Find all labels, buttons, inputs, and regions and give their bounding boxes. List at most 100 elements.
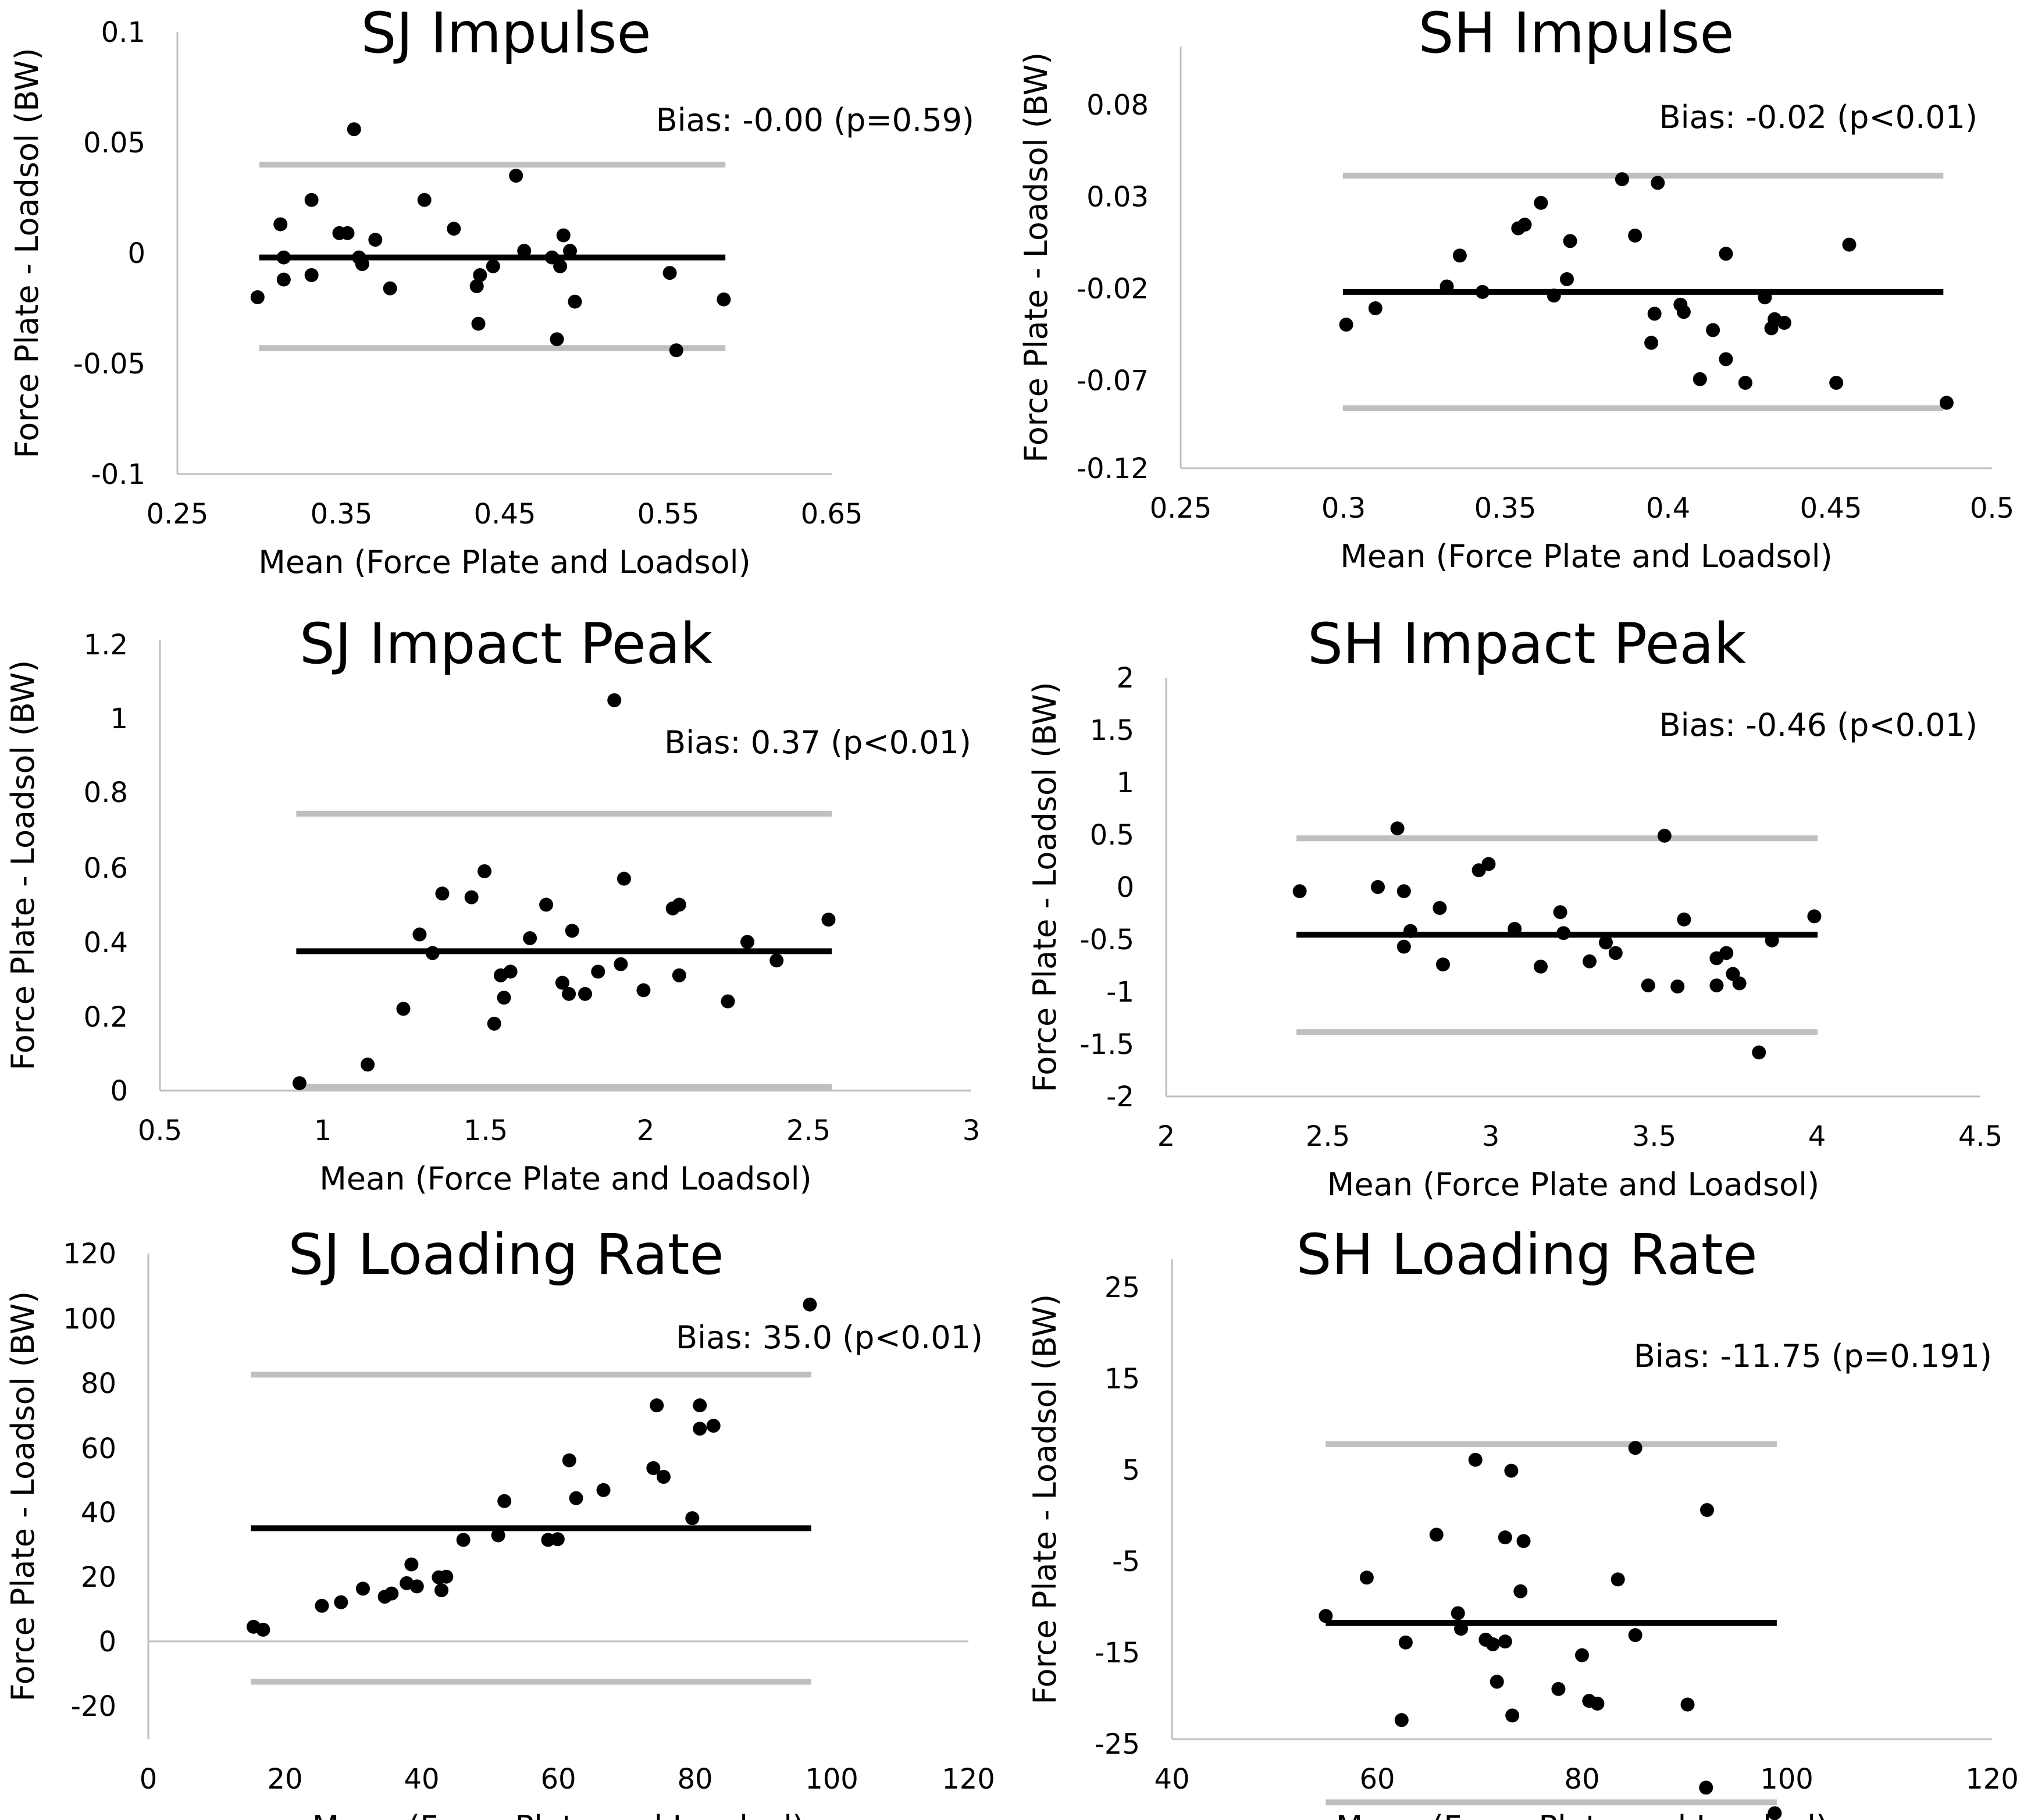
data-point bbox=[1563, 234, 1577, 248]
data-point bbox=[409, 1579, 424, 1594]
data-point bbox=[1590, 1696, 1605, 1711]
y-tick-label: 40 bbox=[81, 1497, 116, 1529]
y-axis-label: Force Plate - Loadsol (BW) bbox=[1027, 682, 1063, 1092]
data-point bbox=[315, 1598, 329, 1613]
data-point bbox=[1475, 284, 1490, 299]
x-tick-label: 0.55 bbox=[637, 498, 700, 530]
data-point bbox=[417, 193, 432, 207]
y-tick-label: 20 bbox=[81, 1561, 116, 1594]
data-point bbox=[471, 316, 486, 331]
data-point bbox=[1433, 901, 1447, 915]
data-point bbox=[355, 257, 369, 271]
x-tick-label: 4 bbox=[1808, 1120, 1826, 1153]
data-point bbox=[1628, 1441, 1642, 1455]
data-point bbox=[672, 897, 686, 912]
data-point bbox=[550, 332, 564, 347]
data-point bbox=[1651, 176, 1665, 190]
chart-panel-1: 0.1 0.05 0 -0.05 -0.10.25 0.35 0.45 0.55 0.65 SJ … bbox=[9, 1, 974, 580]
data-point bbox=[1693, 372, 1707, 386]
data-point bbox=[706, 1419, 721, 1433]
y-tick-label: 0 bbox=[1116, 871, 1134, 904]
data-point bbox=[1556, 926, 1571, 941]
data-point bbox=[487, 1016, 501, 1031]
y-tick-label: -0.07 bbox=[1077, 365, 1149, 397]
x-tick-label: 0.25 bbox=[1150, 492, 1212, 525]
data-point bbox=[1641, 978, 1655, 993]
data-point bbox=[523, 931, 537, 945]
data-point bbox=[669, 343, 683, 358]
data-point bbox=[1700, 1503, 1715, 1518]
y-tick-label: 0.5 bbox=[1090, 819, 1134, 852]
x-tick-label: 80 bbox=[677, 1763, 712, 1796]
data-point bbox=[1829, 376, 1844, 390]
data-point bbox=[1583, 954, 1597, 968]
data-point bbox=[555, 975, 569, 990]
y-tick-label: 0.08 bbox=[1086, 89, 1149, 122]
data-point bbox=[1517, 218, 1532, 232]
data-point bbox=[596, 1483, 611, 1497]
y-axis-label: Force Plate - Loadsol (BW) bbox=[5, 1291, 41, 1702]
y-tick-label: 15 bbox=[1104, 1363, 1140, 1395]
data-point bbox=[1706, 323, 1720, 337]
y-tick-label: -25 bbox=[1095, 1728, 1140, 1761]
data-point bbox=[1676, 305, 1691, 319]
y-tick-label: -0.5 bbox=[1079, 924, 1134, 956]
y-tick-label: -5 bbox=[1112, 1545, 1140, 1578]
data-point bbox=[1359, 1570, 1374, 1585]
data-point bbox=[672, 968, 686, 982]
data-point bbox=[539, 897, 554, 912]
bias-annotation: Bias: -11.75 (p=0.191) bbox=[1634, 1338, 1992, 1374]
x-tick-label: 1.5 bbox=[464, 1114, 508, 1147]
data-point bbox=[662, 266, 677, 280]
x-tick-label: 4.5 bbox=[1958, 1120, 2003, 1153]
data-point bbox=[803, 1297, 817, 1312]
data-point bbox=[1468, 1452, 1483, 1467]
y-tick-label: 1 bbox=[110, 703, 128, 735]
data-point bbox=[1451, 1606, 1465, 1620]
data-point bbox=[1440, 279, 1454, 294]
data-point bbox=[404, 1557, 419, 1572]
y-tick-label: 60 bbox=[81, 1433, 116, 1465]
data-point bbox=[1534, 195, 1548, 210]
data-point bbox=[347, 122, 361, 137]
x-tick-label: 100 bbox=[1760, 1763, 1813, 1796]
x-tick-label: 0.5 bbox=[138, 1114, 182, 1147]
x-tick-label: 3.5 bbox=[1632, 1120, 1676, 1153]
data-point bbox=[769, 953, 784, 968]
data-point bbox=[497, 991, 511, 1005]
bias-annotation: Bias: 0.37 (p<0.01) bbox=[664, 724, 971, 761]
data-point bbox=[607, 693, 622, 707]
y-tick-label: -0.1 bbox=[91, 458, 145, 491]
data-point bbox=[717, 292, 731, 307]
data-point bbox=[1709, 978, 1724, 993]
data-point bbox=[434, 1583, 449, 1598]
chart-title: SH Impulse bbox=[1419, 1, 1734, 66]
data-point bbox=[473, 268, 487, 282]
data-point bbox=[740, 935, 754, 949]
data-point bbox=[693, 1422, 707, 1436]
data-point bbox=[685, 1511, 700, 1526]
data-point bbox=[1553, 905, 1567, 920]
x-axis-label: Mean (Force Plate and Loadsol) bbox=[319, 1160, 811, 1197]
data-point bbox=[1534, 959, 1548, 974]
data-point bbox=[1368, 301, 1383, 315]
data-point bbox=[1390, 821, 1405, 836]
data-point bbox=[636, 983, 651, 998]
x-tick-label: 3 bbox=[1482, 1120, 1500, 1153]
x-tick-label: 0.5 bbox=[1970, 492, 2014, 525]
x-tick-label: 0.35 bbox=[1474, 492, 1537, 525]
y-axis-label: Force Plate - Loadsol (BW) bbox=[9, 48, 45, 458]
data-point bbox=[1680, 1697, 1695, 1712]
x-tick-label: 0.45 bbox=[474, 498, 536, 530]
data-point bbox=[1611, 1572, 1625, 1587]
data-point bbox=[578, 986, 592, 1001]
y-tick-label: 1 bbox=[1116, 767, 1134, 799]
y-tick-label: 0.03 bbox=[1086, 181, 1149, 213]
data-point bbox=[562, 986, 576, 1001]
data-point bbox=[1481, 857, 1496, 871]
data-point bbox=[721, 994, 735, 1009]
data-point bbox=[1339, 318, 1353, 332]
y-tick-label: 0 bbox=[127, 237, 145, 270]
data-point bbox=[425, 946, 440, 960]
